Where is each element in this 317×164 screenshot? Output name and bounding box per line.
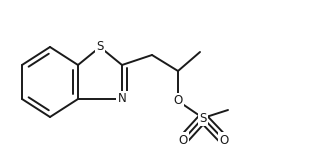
Text: O: O <box>178 133 188 146</box>
Text: O: O <box>173 94 183 107</box>
Text: S: S <box>96 41 104 53</box>
Text: N: N <box>118 92 126 105</box>
Text: O: O <box>219 133 229 146</box>
Text: S: S <box>199 112 207 124</box>
